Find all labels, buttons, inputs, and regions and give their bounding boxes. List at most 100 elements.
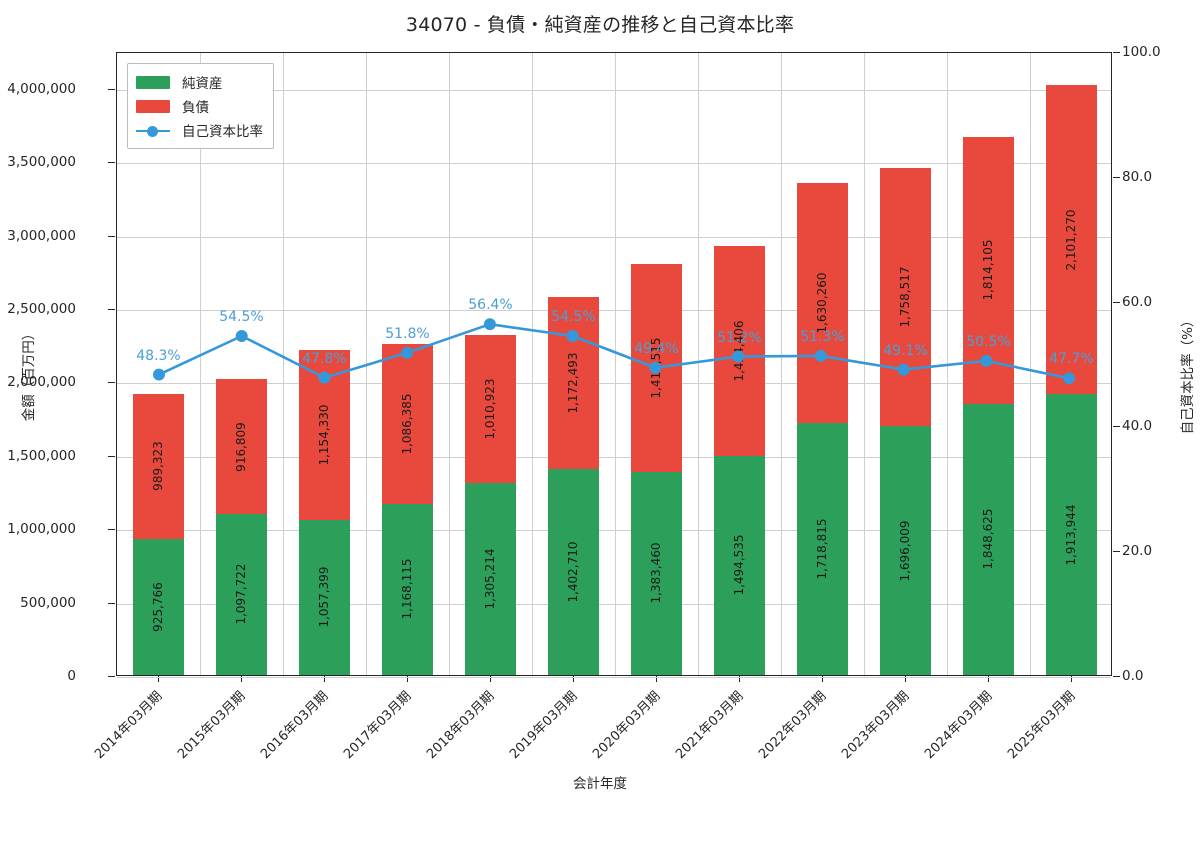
y-axis-right-tick-mark xyxy=(1113,52,1120,53)
gridline-vertical xyxy=(698,53,699,675)
y-axis-left-tick-mark xyxy=(108,602,115,604)
bar-segment-liability[interactable]: 916,809 xyxy=(215,379,268,514)
chart-title: 34070 - 負債・純資産の推移と自己資本比率 xyxy=(405,14,795,36)
x-axis-tick-label: 2025年03月期 xyxy=(1004,688,1078,763)
x-axis-tick-label: 2022年03月期 xyxy=(755,688,829,763)
bar-segment-liability[interactable]: 1,172,493 xyxy=(547,296,600,470)
legend-item-label: 負債 xyxy=(182,100,209,116)
ratio-value-label: 49.1% xyxy=(883,342,928,359)
ratio-point-marker[interactable] xyxy=(152,368,165,381)
ratio-point-marker[interactable] xyxy=(732,350,745,363)
bar-segment-liability[interactable]: 1,086,385 xyxy=(381,344,434,504)
ratio-point-marker[interactable] xyxy=(318,371,331,384)
gridline-horizontal xyxy=(117,383,1111,385)
legend-line-marker-icon xyxy=(136,124,170,137)
bar-segment-equity[interactable]: 1,718,815 xyxy=(796,422,849,675)
y-axis-left-tick-mark xyxy=(108,455,115,457)
x-axis-tick-label: 2023年03月期 xyxy=(838,688,912,763)
x-axis-tick-label: 2015年03月期 xyxy=(174,688,248,763)
ratio-point-marker[interactable] xyxy=(235,330,248,342)
y-axis-right-tick-label: 20.0 xyxy=(1122,543,1153,560)
x-axis-tick-mark xyxy=(240,676,242,682)
bar-stack[interactable]: 1,305,214 1,010,923 xyxy=(464,51,517,675)
bar-segment-equity[interactable]: 1,168,115 xyxy=(381,503,434,675)
bar-segment-equity[interactable]: 1,402,710 xyxy=(547,469,600,675)
ratio-value-label: 54.5% xyxy=(219,308,264,325)
ratio-point-marker[interactable] xyxy=(980,354,993,367)
ratio-point-marker[interactable] xyxy=(566,330,579,342)
legend-item[interactable]: 負債 xyxy=(136,94,263,118)
bar-segment-liability[interactable]: 1,010,923 xyxy=(464,334,517,484)
y-axis-left-tick-label: 0 xyxy=(67,668,76,684)
legend-swatch-icon xyxy=(136,75,170,89)
y-axis-left-tick-mark xyxy=(108,308,115,310)
y-axis-left-tick-label: 3,500,000 xyxy=(7,154,76,171)
ratio-point-marker[interactable] xyxy=(483,318,496,331)
ratio-value-label: 51.3% xyxy=(800,328,845,345)
x-axis-tick-label: 2016年03月期 xyxy=(257,688,331,763)
plot-area: 925,766 989,323 1,097,722 916,809 1,057,399 1… xyxy=(116,51,1112,678)
y-axis-right-tick-mark xyxy=(1113,551,1120,553)
bar-segment-liability[interactable]: 989,323 xyxy=(132,393,185,540)
bar-stack[interactable]: 925,766 989,323 xyxy=(132,51,185,675)
bar-segment-equity[interactable]: 1,383,460 xyxy=(630,471,683,675)
y-axis-right-tick-mark xyxy=(1113,176,1120,178)
gridline-vertical xyxy=(200,53,201,675)
ratio-point-marker[interactable] xyxy=(1063,372,1076,385)
bar-segment-equity[interactable]: 925,766 xyxy=(132,539,185,675)
bar-stack[interactable]: 1,402,710 1,172,493 xyxy=(547,51,600,675)
bar-stack[interactable]: 1,097,722 916,809 xyxy=(215,51,268,675)
legend-item[interactable]: 純資産 xyxy=(136,70,263,94)
ratio-point-marker[interactable] xyxy=(897,363,910,376)
y-axis-right-tick-mark xyxy=(1113,676,1120,677)
gridline-horizontal xyxy=(117,456,1111,458)
bar-stack[interactable]: 1,718,815 1,630,260 xyxy=(796,51,849,675)
x-axis-tick-mark xyxy=(821,676,823,682)
ratio-value-label: 51.8% xyxy=(385,325,430,342)
gridline-horizontal xyxy=(117,236,1111,238)
y-axis-right-tick-label: 0.0 xyxy=(1122,668,1144,684)
bar-segment-equity[interactable]: 1,913,944 xyxy=(1045,394,1098,675)
ratio-point-marker[interactable] xyxy=(814,349,827,362)
y-axis-left-tick-label: 4,000,000 xyxy=(7,80,76,97)
x-axis-tick-label: 2014年03月期 xyxy=(91,688,165,763)
y-axis-right-tick-label: 60.0 xyxy=(1122,293,1153,310)
bar-segment-equity[interactable]: 1,494,535 xyxy=(713,455,766,675)
y-axis-left-tick-mark xyxy=(108,529,115,531)
ratio-value-label: 56.4% xyxy=(468,297,513,314)
gridline-vertical xyxy=(781,53,782,675)
x-axis-tick-mark xyxy=(157,676,159,682)
bar-stack[interactable]: 1,913,944 2,101,270 xyxy=(1045,51,1098,675)
bar-segment-liability[interactable]: 1,630,260 xyxy=(796,183,849,423)
x-axis-tick-mark xyxy=(655,676,657,682)
bar-segment-equity[interactable]: 1,848,625 xyxy=(962,403,1015,675)
y-axis-left-tick-mark xyxy=(108,88,115,90)
gridline-vertical xyxy=(615,53,616,675)
bar-segment-equity[interactable]: 1,097,722 xyxy=(215,513,268,675)
gridline-horizontal xyxy=(117,163,1111,165)
ratio-value-label: 54.5% xyxy=(551,308,596,325)
x-axis-tick-label: 2017年03月期 xyxy=(340,688,414,763)
legend-item-label: 純資産 xyxy=(182,76,223,92)
y-axis-right-tick-mark xyxy=(1113,426,1120,428)
bar-stack[interactable]: 1,696,009 1,758,517 xyxy=(879,51,932,675)
bar-segment-liability[interactable]: 1,758,517 xyxy=(879,167,932,426)
legend-item[interactable]: 自己資本比率 xyxy=(136,118,263,142)
bar-segment-liability[interactable]: 2,101,270 xyxy=(1045,85,1098,394)
y-axis-right-tick-label: 40.0 xyxy=(1122,418,1153,435)
y-axis-left-tick-mark xyxy=(108,676,115,677)
bar-segment-equity[interactable]: 1,305,214 xyxy=(464,483,517,675)
x-axis-tick-label: 2024年03月期 xyxy=(921,688,995,763)
gridline-horizontal xyxy=(117,603,1111,605)
y-axis-left-tick-label: 1,500,000 xyxy=(7,447,76,464)
y-axis-left-tick-label: 2,500,000 xyxy=(7,300,76,317)
bar-stack[interactable]: 1,168,115 1,086,385 xyxy=(381,51,434,675)
y-axis-right-tick-label: 80.0 xyxy=(1122,168,1153,185)
chart-legend: 純資産負債自己資本比率 xyxy=(127,63,274,149)
bar-segment-equity[interactable]: 1,696,009 xyxy=(879,426,932,675)
ratio-point-marker[interactable] xyxy=(649,361,662,374)
bar-segment-equity[interactable]: 1,057,399 xyxy=(298,519,351,675)
ratio-value-label: 49.4% xyxy=(634,340,679,357)
ratio-point-marker[interactable] xyxy=(401,346,414,359)
